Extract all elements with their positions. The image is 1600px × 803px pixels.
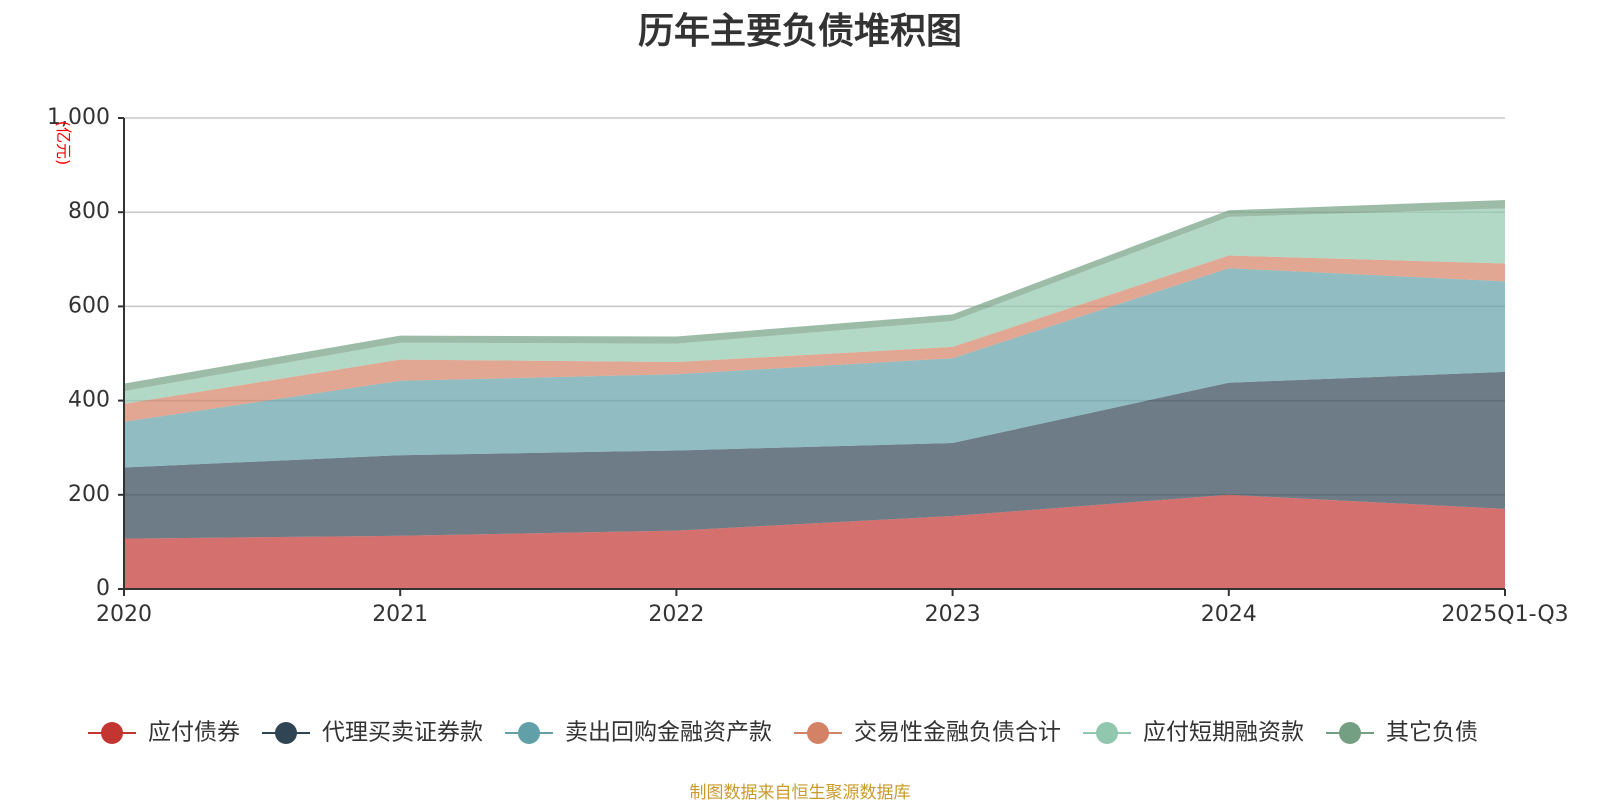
y-tick-label: 200 (68, 482, 110, 507)
stacked-areas (124, 200, 1505, 589)
y-tick-label: 800 (68, 199, 110, 224)
area-series-3 (124, 268, 1505, 468)
legend: 应付债券 代理买卖证券款 卖出回购金融资产款 交易性金融负债合计 应付短期融资款 其它负债 (88, 720, 1478, 746)
x-tick-label: 2021 (372, 602, 428, 627)
legend-label: 交易性金融负债合计 (854, 720, 1061, 746)
x-tick-label: 2023 (925, 602, 981, 627)
legend-marker (275, 722, 297, 744)
area-series-2 (124, 371, 1505, 539)
y-tick-label: 600 (68, 293, 110, 318)
legend-label: 其它负债 (1386, 720, 1478, 746)
legend-marker (807, 722, 829, 744)
axes: 0 200 400 600 800 1,000 2020 2021 2022 2023 2024 20… (47, 105, 1569, 627)
source-note: 制图数据来自恒生聚源数据库 (689, 783, 911, 803)
x-tick-label: 2024 (1201, 602, 1257, 627)
x-tick-label: 2020 (96, 602, 152, 627)
legend-item-4: 交易性金融负债合计 (794, 720, 1061, 746)
legend-marker (1096, 722, 1118, 744)
area-series-1 (124, 494, 1505, 589)
legend-label: 应付债券 (148, 720, 240, 746)
x-tick-label: 2025Q1-Q3 (1441, 602, 1568, 627)
area-series-5 (124, 208, 1505, 404)
area-series-4 (124, 255, 1505, 422)
chart-title: 历年主要负债堆积图 (637, 11, 962, 52)
x-tick-label: 2022 (648, 602, 704, 627)
legend-label: 卖出回购金融资产款 (565, 720, 772, 746)
legend-marker (101, 722, 123, 744)
legend-item-1: 应付债券 (88, 720, 240, 746)
legend-label: 应付短期融资款 (1143, 720, 1304, 746)
y-tick-label: 0 (96, 576, 110, 601)
y-unit-label: (亿元) (54, 121, 73, 166)
y-tick-label: 1,000 (47, 105, 110, 130)
legend-marker (1339, 722, 1361, 744)
legend-item-3: 卖出回购金融资产款 (505, 720, 772, 746)
legend-item-6: 其它负债 (1326, 720, 1478, 746)
legend-item-5: 应付短期融资款 (1083, 720, 1304, 746)
legend-item-2: 代理买卖证券款 (262, 720, 483, 746)
legend-label: 代理买卖证券款 (322, 720, 483, 746)
legend-marker (518, 722, 540, 744)
y-tick-label: 400 (68, 388, 110, 413)
